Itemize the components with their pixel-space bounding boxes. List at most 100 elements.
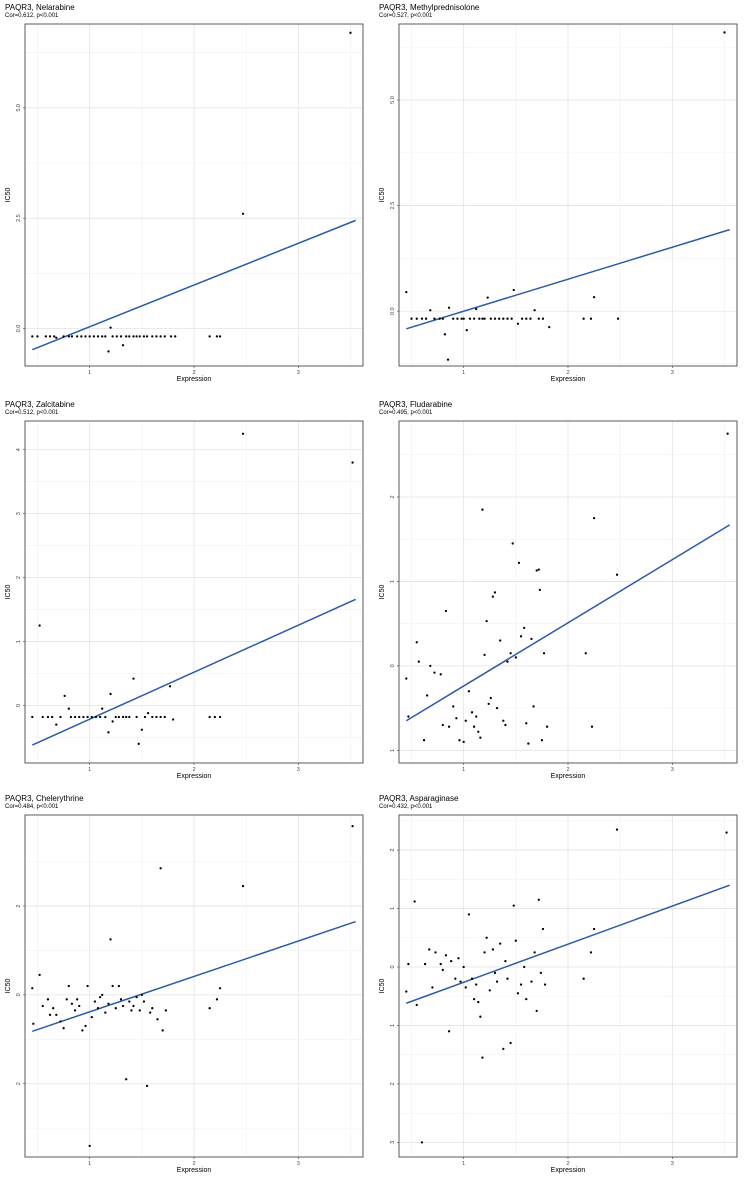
data-point xyxy=(125,1078,128,1081)
data-point xyxy=(495,706,499,710)
data-point xyxy=(59,1020,62,1023)
y-tick-label: 1 xyxy=(16,640,22,643)
plot-panel-6: PAQR3, Asparaginase Cor=0.432, p<0.001 1 2 3… xyxy=(379,794,739,1177)
data-point xyxy=(532,705,535,708)
x-tick-label: 1 xyxy=(88,1161,91,1167)
data-point xyxy=(142,1000,146,1003)
scatter-plot: 1 2 3 0.0 2.5 5.0 Expression IC50 xyxy=(379,23,738,383)
y-tick-label: 3 xyxy=(16,512,22,515)
data-point xyxy=(70,1002,74,1005)
regression-line xyxy=(32,920,356,1033)
data-point xyxy=(455,717,458,720)
data-point xyxy=(407,962,410,966)
data-point xyxy=(73,1009,77,1012)
data-point xyxy=(117,715,121,719)
data-point xyxy=(616,317,620,320)
data-point xyxy=(530,637,533,641)
x-axis-label: Expression xyxy=(551,376,586,383)
plot-title: PAQR3, Fludarabine xyxy=(379,400,453,409)
data-point xyxy=(208,335,211,338)
plot-panel-3: PAQR3, Zalcitabine Cor=0.512, p<0.001 1 2 3 0… xyxy=(5,400,365,783)
data-point xyxy=(130,1009,133,1012)
data-point xyxy=(413,900,416,903)
data-point xyxy=(241,212,245,215)
data-point xyxy=(48,1013,52,1017)
data-point xyxy=(539,971,543,974)
data-point xyxy=(104,715,107,719)
plot-border xyxy=(24,420,364,764)
data-point xyxy=(462,965,465,969)
data-point xyxy=(31,715,34,719)
data-point xyxy=(725,831,728,834)
data-point xyxy=(510,317,513,320)
data-point xyxy=(422,739,426,742)
x-tick-label: 3 xyxy=(297,1161,300,1167)
y-tick-label: 0 xyxy=(16,704,22,707)
data-point xyxy=(38,973,41,977)
y-axis-label: IC50 xyxy=(5,979,12,994)
x-axis-label: Expression xyxy=(177,773,212,780)
y-tick-label: 0.0 xyxy=(16,325,22,333)
y-tick-label: 2 xyxy=(16,905,22,908)
data-point xyxy=(104,335,107,338)
data-point xyxy=(151,715,154,719)
data-point xyxy=(537,898,540,901)
x-tick-label: 2 xyxy=(566,767,569,773)
data-point xyxy=(92,335,96,338)
data-point xyxy=(218,987,222,990)
regression-line xyxy=(406,228,730,330)
data-point xyxy=(151,335,154,338)
x-axis-label: Expression xyxy=(177,376,212,383)
plot-panel-2: PAQR3, Methylprednisolone Cor=0.527, p<0.… xyxy=(379,3,739,386)
data-point xyxy=(135,335,138,338)
data-point xyxy=(439,673,442,676)
data-point xyxy=(488,989,491,992)
data-point xyxy=(424,317,428,320)
y-tick-label: 2 xyxy=(16,576,22,579)
data-point xyxy=(78,1004,81,1008)
data-point xyxy=(481,1056,484,1059)
data-point xyxy=(101,707,104,710)
data-point xyxy=(502,1047,505,1050)
x-tick-label: 3 xyxy=(671,1161,674,1167)
data-point xyxy=(470,711,474,714)
data-point xyxy=(140,728,143,731)
data-point xyxy=(44,335,48,338)
data-point xyxy=(405,290,408,294)
data-point xyxy=(351,461,354,464)
data-point xyxy=(109,326,112,329)
scatter-plot: 1 2 3 0.0 2.5 5.0 Expression IC50 xyxy=(5,23,364,383)
data-point xyxy=(447,306,451,309)
data-point xyxy=(439,962,442,966)
data-point xyxy=(477,730,480,733)
data-point xyxy=(525,317,528,320)
data-point xyxy=(82,715,85,719)
data-point xyxy=(84,1024,87,1028)
data-point xyxy=(159,867,162,870)
data-point xyxy=(121,715,125,719)
data-point xyxy=(146,711,150,715)
data-point xyxy=(241,432,245,435)
data-point xyxy=(452,705,455,708)
data-point xyxy=(69,715,73,719)
data-point xyxy=(485,619,488,623)
data-point xyxy=(447,1030,451,1033)
data-point xyxy=(516,322,520,325)
data-point xyxy=(417,660,420,663)
data-point xyxy=(84,335,87,338)
data-point xyxy=(483,951,486,954)
data-point xyxy=(31,335,34,338)
data-point xyxy=(543,983,547,986)
data-point xyxy=(171,718,175,721)
data-point xyxy=(67,707,70,710)
data-point xyxy=(168,685,172,688)
y-tick-label: 2 xyxy=(16,1082,22,1085)
plot-border xyxy=(24,814,364,1158)
data-point xyxy=(525,998,528,1001)
data-point xyxy=(538,588,541,592)
data-point xyxy=(107,350,110,353)
data-point xyxy=(429,309,432,312)
data-point xyxy=(67,984,70,988)
data-point xyxy=(143,715,147,719)
